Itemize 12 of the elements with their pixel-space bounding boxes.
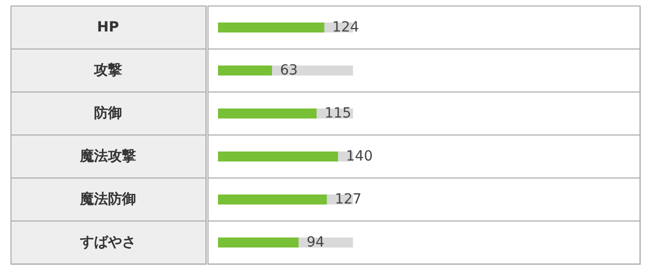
y-tick-label: すばやさ <box>79 234 136 250</box>
y-tick-label: 防御 <box>94 104 122 122</box>
data-label: 94 <box>306 234 324 250</box>
data-label: 140 <box>346 148 373 164</box>
data-label: 115 <box>324 106 352 122</box>
data-label: 63 <box>280 62 298 78</box>
y-tick-label: 魔法攻撃 <box>79 148 136 164</box>
data-label: 124 <box>332 20 360 36</box>
y-tick-label: 魔法防御 <box>79 190 136 208</box>
y-tick-label: 攻撃 <box>93 62 122 78</box>
data-label: 127 <box>334 192 362 208</box>
y-tick-label: HP <box>97 20 119 36</box>
